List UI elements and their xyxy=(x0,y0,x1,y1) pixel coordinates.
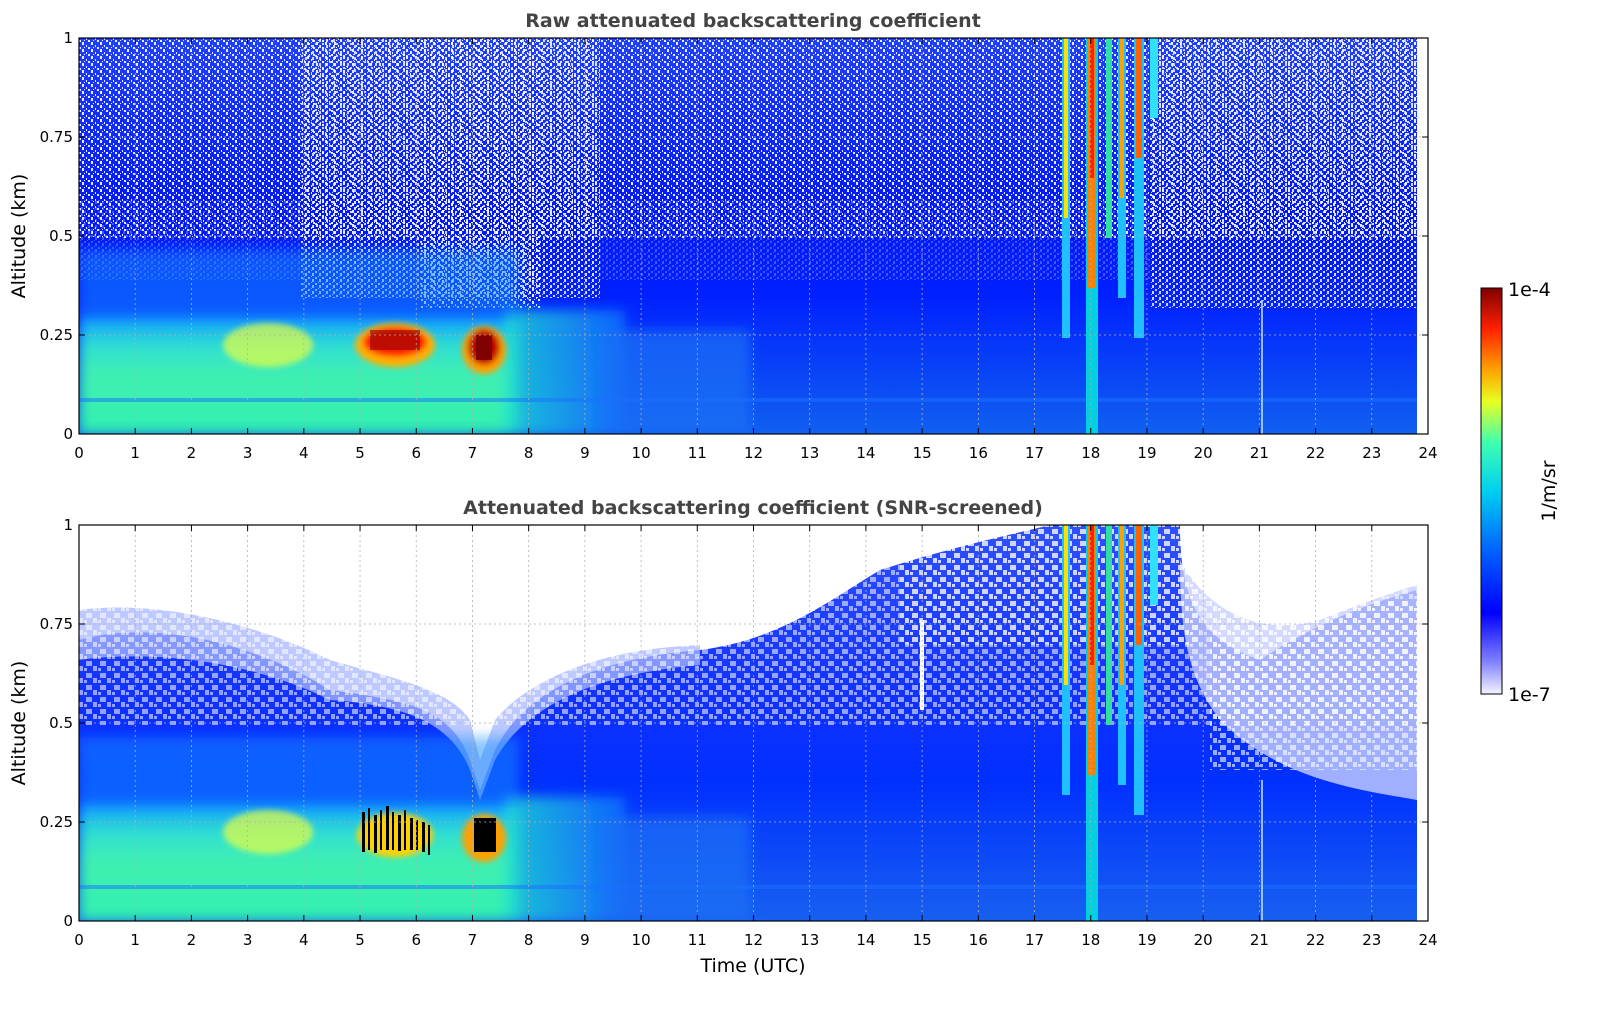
panel-raw-xtick-label: 7 xyxy=(468,444,478,462)
panel-raw-xtick-label: 5 xyxy=(355,444,365,462)
panel-screened-xtick-label: 9 xyxy=(580,931,590,949)
panel-screened-xtick-label: 13 xyxy=(800,931,819,949)
panel-screened-xtick-label: 5 xyxy=(355,931,365,949)
panel-raw-xtick-label: 18 xyxy=(1081,444,1100,462)
panel-raw-yticks: 0 0.25 0.5 0.75 1 xyxy=(40,29,1428,443)
colorbar: 1e-4 1e-7 1/m/sr xyxy=(1480,279,1560,706)
panel-screened-ytick-label: 0.25 xyxy=(40,813,73,831)
panel-screened-grid xyxy=(79,525,1428,921)
colorbar-gradient xyxy=(1480,287,1503,695)
panel-raw-xtick-label: 15 xyxy=(913,444,932,462)
panel-screened: Attenuated backscattering coefficient (S… xyxy=(8,497,1438,977)
panel-raw-ylabel: Altitude (km) xyxy=(8,174,30,299)
panel-screened-xtick-label: 12 xyxy=(744,931,763,949)
panel-raw-ytick-label: 1 xyxy=(63,29,73,47)
panel-screened-yticks: 0 0.25 0.5 0.75 1 xyxy=(40,516,1428,930)
panel-raw-xtick-label: 10 xyxy=(632,444,651,462)
colorbar-max-label: 1e-4 xyxy=(1508,279,1551,301)
panel-screened-xtick-label: 0 xyxy=(74,931,84,949)
panel-screened-ytick-label: 1 xyxy=(63,516,73,534)
panel-screened-xtick-label: 15 xyxy=(913,931,932,949)
panel-screened-xtick-label: 3 xyxy=(243,931,253,949)
panel-raw-xticks: 0 1 2 3 4 5 6 7 8 9 10 11 12 13 14 15 16 17 18 19 20 21 22 23 24 xyxy=(74,38,1438,462)
panel-screened-xtick-label: 11 xyxy=(688,931,707,949)
panel-raw-xtick-label: 22 xyxy=(1306,444,1325,462)
panel-raw-xtick-label: 23 xyxy=(1362,444,1381,462)
panel-raw-xtick-label: 9 xyxy=(580,444,590,462)
panel-screened-xtick-label: 1 xyxy=(130,931,140,949)
panel-screened-ytick-label: 0.5 xyxy=(49,714,73,732)
panel-screened-xtick-label: 18 xyxy=(1081,931,1100,949)
colorbar-min-label: 1e-7 xyxy=(1508,684,1551,706)
panel-raw-xtick-label: 21 xyxy=(1250,444,1269,462)
panel-raw-xtick-label: 1 xyxy=(130,444,140,462)
panel-screened-xtick-label: 8 xyxy=(524,931,534,949)
panel-raw-xtick-label: 20 xyxy=(1194,444,1213,462)
panel-raw-xtick-label: 24 xyxy=(1418,444,1437,462)
panel-raw-xtick-label: 6 xyxy=(411,444,421,462)
panel-screened-xtick-label: 4 xyxy=(299,931,309,949)
panel-raw-xtick-label: 3 xyxy=(243,444,253,462)
colorbar-unit-label: 1/m/sr xyxy=(1538,460,1560,521)
panel-raw: Raw attenuated backscattering coefficien… xyxy=(8,10,1438,462)
panel-raw-xtick-label: 13 xyxy=(800,444,819,462)
panel-raw-grid xyxy=(79,38,1428,434)
panel-screened-xtick-label: 20 xyxy=(1194,931,1213,949)
panel-raw-xtick-label: 19 xyxy=(1137,444,1156,462)
panel-raw-ytick-label: 0.75 xyxy=(40,128,73,146)
panel-raw-heatmap xyxy=(79,38,1428,434)
panel-screened-xtick-label: 21 xyxy=(1250,931,1269,949)
panel-screened-xtick-label: 23 xyxy=(1362,931,1381,949)
panel-raw-xtick-label: 8 xyxy=(524,444,534,462)
panel-raw-xtick-label: 0 xyxy=(74,444,84,462)
panel-screened-xlabel: Time (UTC) xyxy=(699,955,805,977)
panel-screened-title: Attenuated backscattering coefficient (S… xyxy=(463,497,1043,519)
panel-raw-xtick-label: 14 xyxy=(856,444,875,462)
panel-raw-xtick-label: 2 xyxy=(187,444,197,462)
panel-screened-xtick-label: 19 xyxy=(1137,931,1156,949)
panel-screened-xtick-label: 17 xyxy=(1025,931,1044,949)
panel-screened-xtick-label: 22 xyxy=(1306,931,1325,949)
panel-raw-xtick-label: 12 xyxy=(744,444,763,462)
panel-raw-ytick-label: 0.25 xyxy=(40,326,73,344)
panel-screened-ylabel: Altitude (km) xyxy=(8,661,30,786)
panel-raw-title: Raw attenuated backscattering coefficien… xyxy=(525,10,981,32)
panel-screened-xtick-label: 24 xyxy=(1418,931,1437,949)
panel-raw-xtick-label: 16 xyxy=(969,444,988,462)
panel-screened-xtick-label: 6 xyxy=(411,931,421,949)
panel-raw-xtick-label: 17 xyxy=(1025,444,1044,462)
panel-raw-ytick-label: 0.5 xyxy=(49,227,73,245)
panel-screened-xticks: 0 1 2 3 4 5 6 7 8 9 10 11 12 13 14 15 16 17 18 19 20 21 22 23 24 xyxy=(74,525,1438,949)
panel-screened-xtick-label: 7 xyxy=(468,931,478,949)
panel-raw-ytick-label: 0 xyxy=(63,425,73,443)
panel-raw-xtick-label: 11 xyxy=(688,444,707,462)
panel-screened-ytick-label: 0.75 xyxy=(40,615,73,633)
panel-screened-xtick-label: 2 xyxy=(187,931,197,949)
panel-screened-xtick-label: 10 xyxy=(632,931,651,949)
panel-screened-ytick-label: 0 xyxy=(63,912,73,930)
panel-screened-xtick-label: 14 xyxy=(856,931,875,949)
panel-raw-xtick-label: 4 xyxy=(299,444,309,462)
panel-screened-xtick-label: 16 xyxy=(969,931,988,949)
